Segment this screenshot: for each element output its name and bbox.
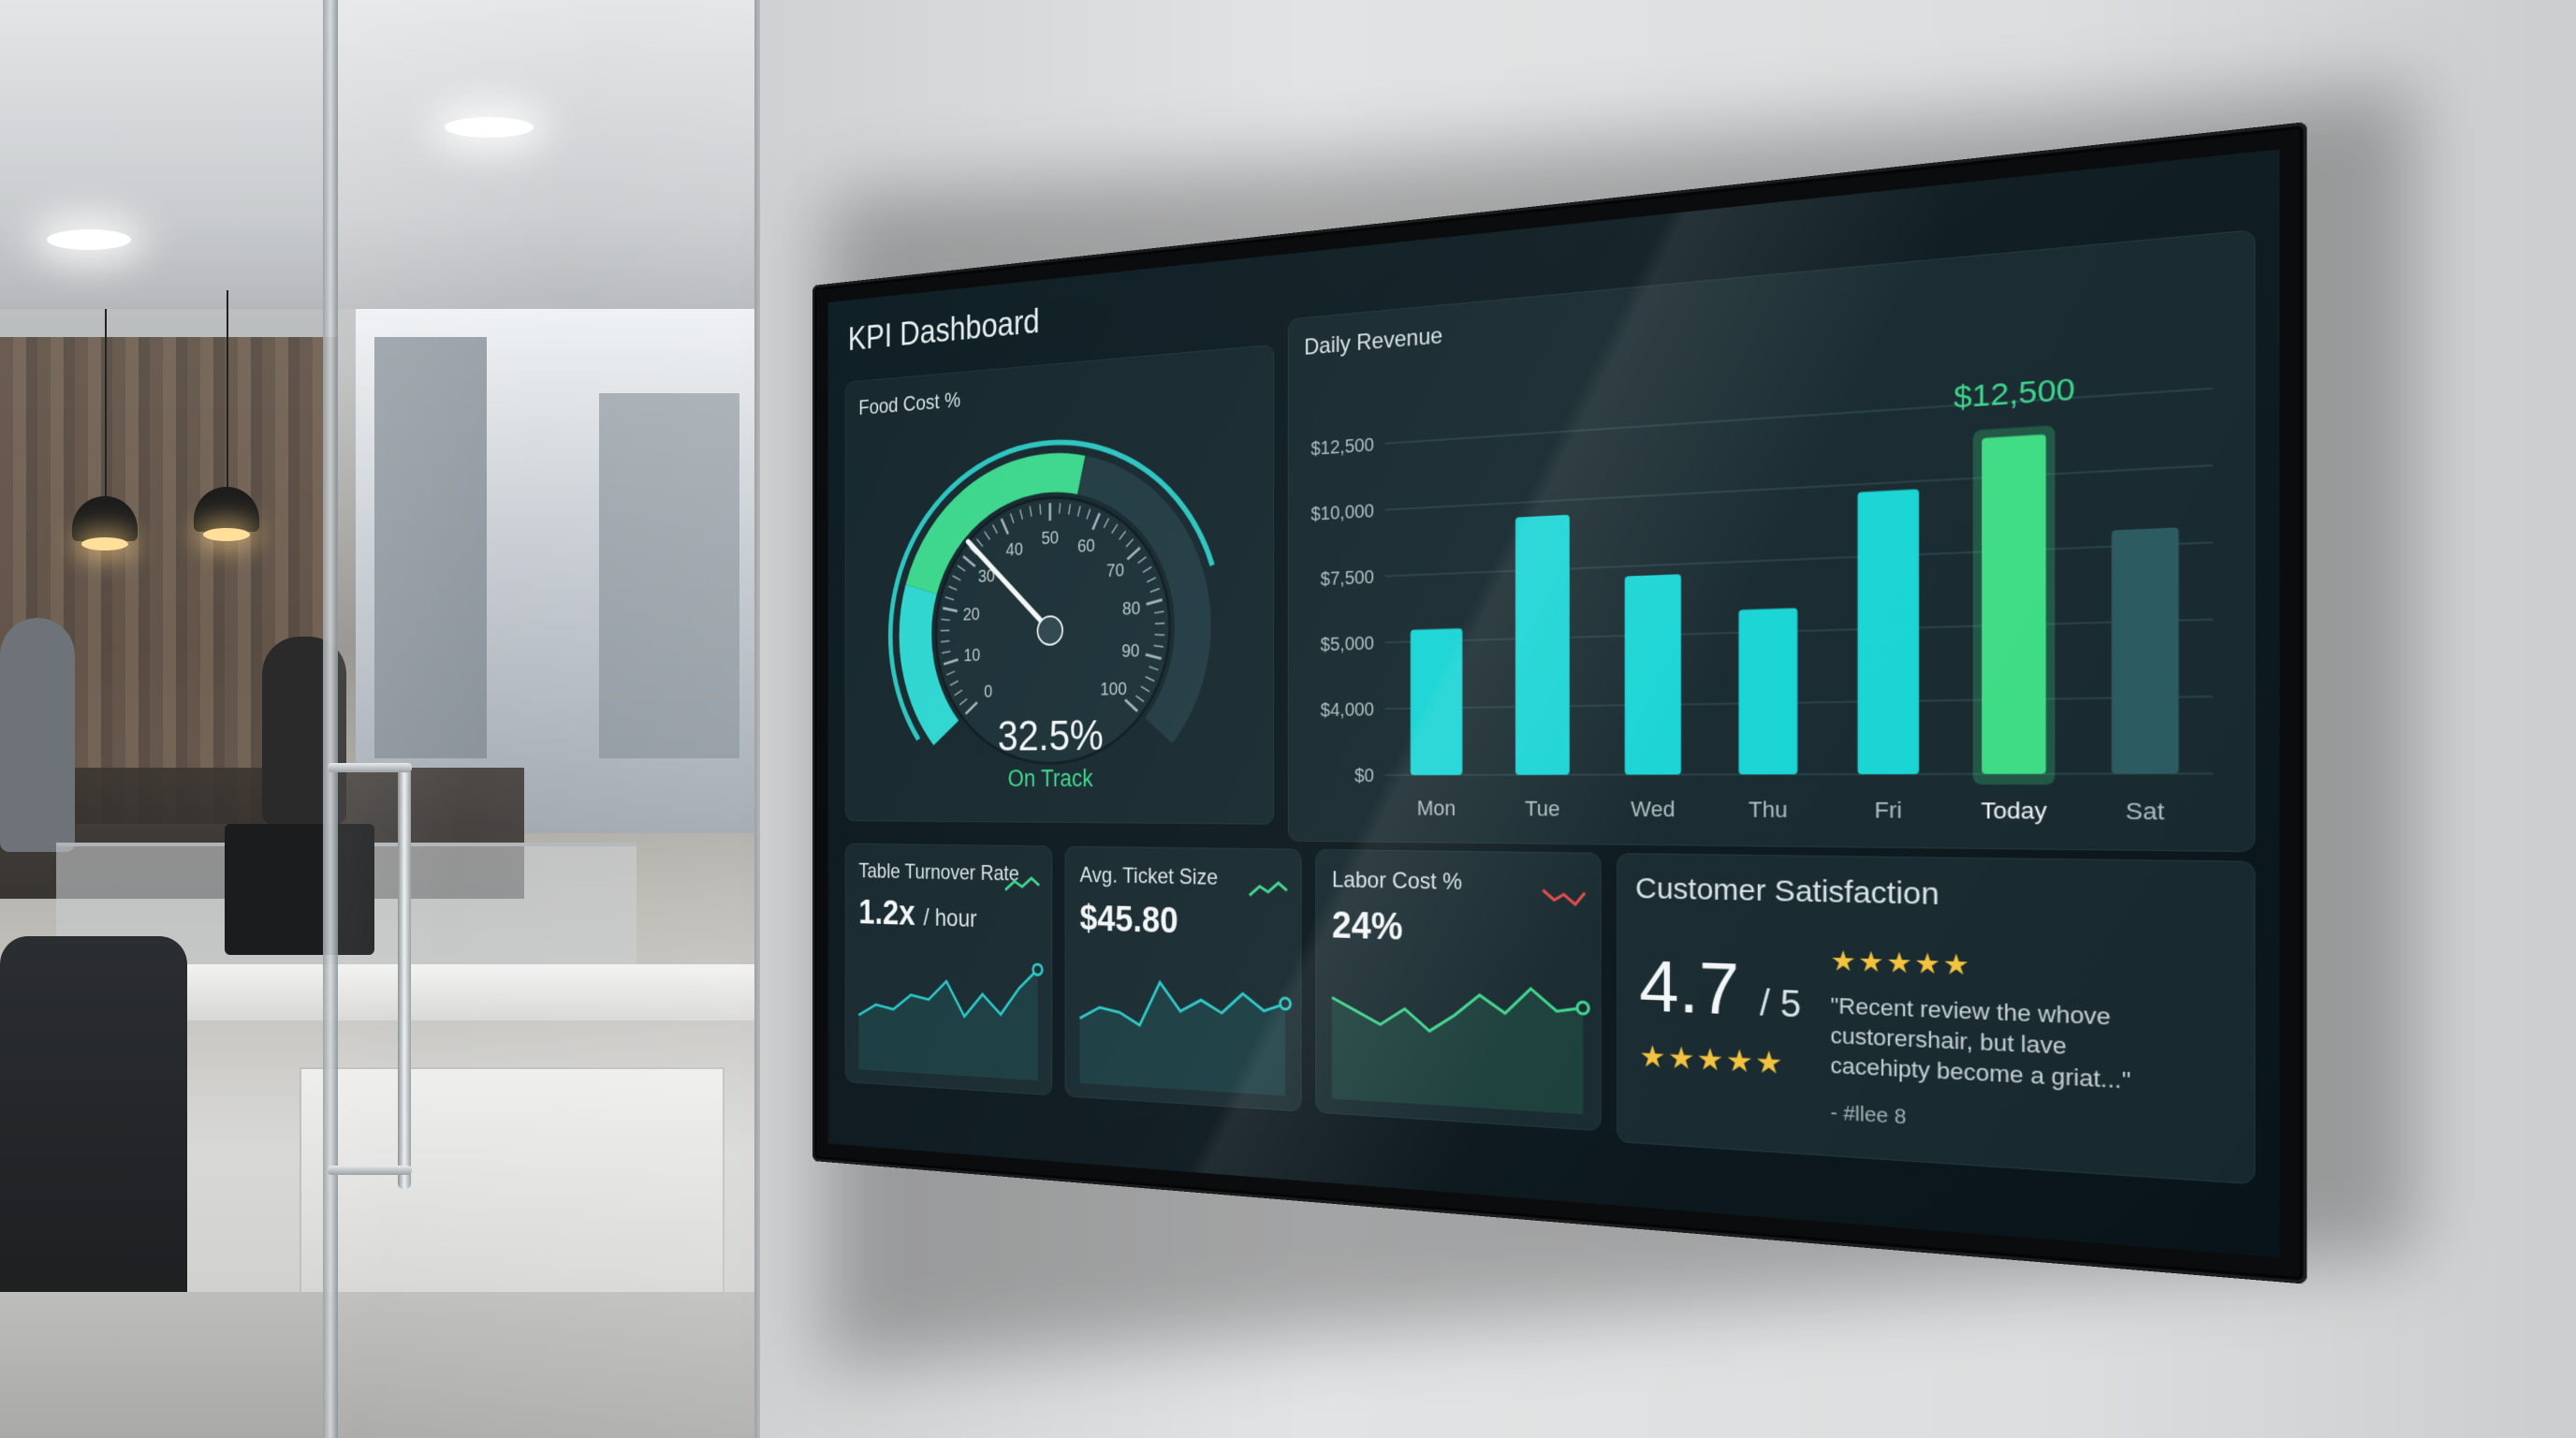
food-cost-value: 32.5% — [846, 709, 1274, 762]
score-number: 4.7 — [1639, 946, 1739, 1031]
trend-up-icon — [1250, 883, 1287, 897]
revenue-ytick-label: $7,500 — [1321, 567, 1375, 590]
revenue-peak-label: $12,500 — [1954, 371, 2075, 415]
gauge-tick-label: 100 — [1100, 680, 1127, 700]
food-cost-status: On Track — [846, 764, 1274, 793]
revenue-bar-tue — [1515, 515, 1570, 775]
kpi-sparkline — [1316, 850, 1600, 1130]
revenue-ytick-label: $5,000 — [1321, 634, 1375, 656]
kpi-sparkline — [846, 844, 1052, 1095]
food-cost-panel: Food Cost % 0 10 20 30 40 50 60 70 80 90 100 32.5%… — [845, 345, 1274, 825]
gauge-tick-label: 50 — [1042, 528, 1060, 549]
sparkline-end-dot — [1281, 998, 1291, 1009]
revenue-bar-today — [1982, 434, 2046, 774]
kpi-dashboard-screen: KPI Dashboard Food Cost % 0 10 20 30 40 50 60 7… — [828, 149, 2280, 1257]
review-text: "Recent review the whove custorershair, … — [1830, 990, 2165, 1098]
satisfaction-score: 4.7 / 5 — [1639, 946, 1801, 1034]
revenue-category-label: Sat — [2126, 799, 2165, 826]
revenue-gridline — [1384, 542, 2213, 576]
trend-down-icon — [1543, 890, 1585, 905]
kpi-card-avg-ticket: Avg. Ticket Size $45.80 — [1065, 846, 1302, 1112]
gauge-tick-label: 70 — [1106, 561, 1124, 581]
revenue-category-label: Fri — [1874, 798, 1901, 823]
revenue-gridline — [1384, 620, 2213, 643]
revenue-ytick-label: $10,000 — [1310, 501, 1374, 525]
sparkline-area — [1080, 979, 1285, 1096]
revenue-category-label: Mon — [1417, 797, 1456, 820]
revenue-ytick-label: $0 — [1354, 766, 1374, 786]
rating-stars-icon: ★★★★★ — [1639, 1039, 1785, 1082]
sparkline-end-dot — [1033, 964, 1043, 976]
score-out-of: / 5 — [1760, 982, 1801, 1025]
revenue-bar-mon — [1411, 628, 1462, 775]
revenue-gridline — [1384, 773, 2213, 775]
kpi-card-labor-cost: Labor Cost % 24% — [1315, 849, 1601, 1131]
trend-up-icon — [1005, 877, 1039, 890]
revenue-gridline — [1384, 389, 2213, 444]
revenue-gridline — [1384, 697, 2213, 709]
sparkline-area — [858, 962, 1037, 1080]
gauge-tick-label: 80 — [1122, 599, 1141, 620]
kpi-card-table-turnover: Table Turnover Rate 1.2x / hour — [845, 844, 1052, 1096]
tv-frame: KPI Dashboard Food Cost % 0 10 20 30 40 50 60 7… — [812, 122, 2307, 1284]
gauge-hub — [1037, 616, 1062, 645]
gauge-tick-label: 60 — [1077, 536, 1095, 557]
review-author: - #llee 8 — [1830, 1102, 1906, 1130]
daily-revenue-panel: Daily Revenue $0 $4,000 $5,000 $7,500 $10,00… — [1288, 229, 2256, 852]
revenue-bar-thu — [1738, 608, 1797, 774]
revenue-bar-fri — [1858, 489, 1920, 774]
gauge-tick-label: 40 — [1006, 540, 1024, 560]
revenue-category-label: Thu — [1749, 798, 1788, 823]
revenue-ytick-label: $12,500 — [1310, 435, 1374, 460]
revenue-bar-wed — [1625, 574, 1681, 774]
gauge-tick — [1155, 635, 1164, 636]
sparkline-end-dot — [1577, 1002, 1588, 1014]
dashboard-title: KPI Dashboard — [848, 303, 1040, 360]
gauge-tick — [941, 641, 950, 642]
gauge-tick-label: 0 — [984, 682, 992, 702]
gauge-tick — [941, 630, 950, 631]
revenue-category-label: Today — [1981, 798, 2047, 824]
kpi-sparkline — [1065, 847, 1300, 1111]
revenue-gridline — [1384, 465, 2213, 509]
revenue-category-label: Tue — [1525, 797, 1560, 821]
daily-revenue-chart: $0 $4,000 $5,000 $7,500 $10,000 $12,500 Mon Tue… — [1289, 230, 2254, 851]
gauge-tick-label: 10 — [963, 647, 980, 667]
review-stars-icon: ★★★★★ — [1830, 946, 1971, 982]
revenue-bar-sat — [2112, 527, 2179, 773]
satisfaction-title: Customer Satisfaction — [1635, 872, 1939, 912]
customer-satisfaction-panel: Customer Satisfaction 4.7 / 5 ★★★★★ ★★★★… — [1617, 853, 2255, 1184]
revenue-category-label: Wed — [1631, 798, 1675, 822]
gauge-tick-label: 90 — [1121, 642, 1140, 663]
revenue-ytick-label: $4,000 — [1321, 699, 1375, 721]
gauge-tick-label: 20 — [963, 606, 980, 625]
